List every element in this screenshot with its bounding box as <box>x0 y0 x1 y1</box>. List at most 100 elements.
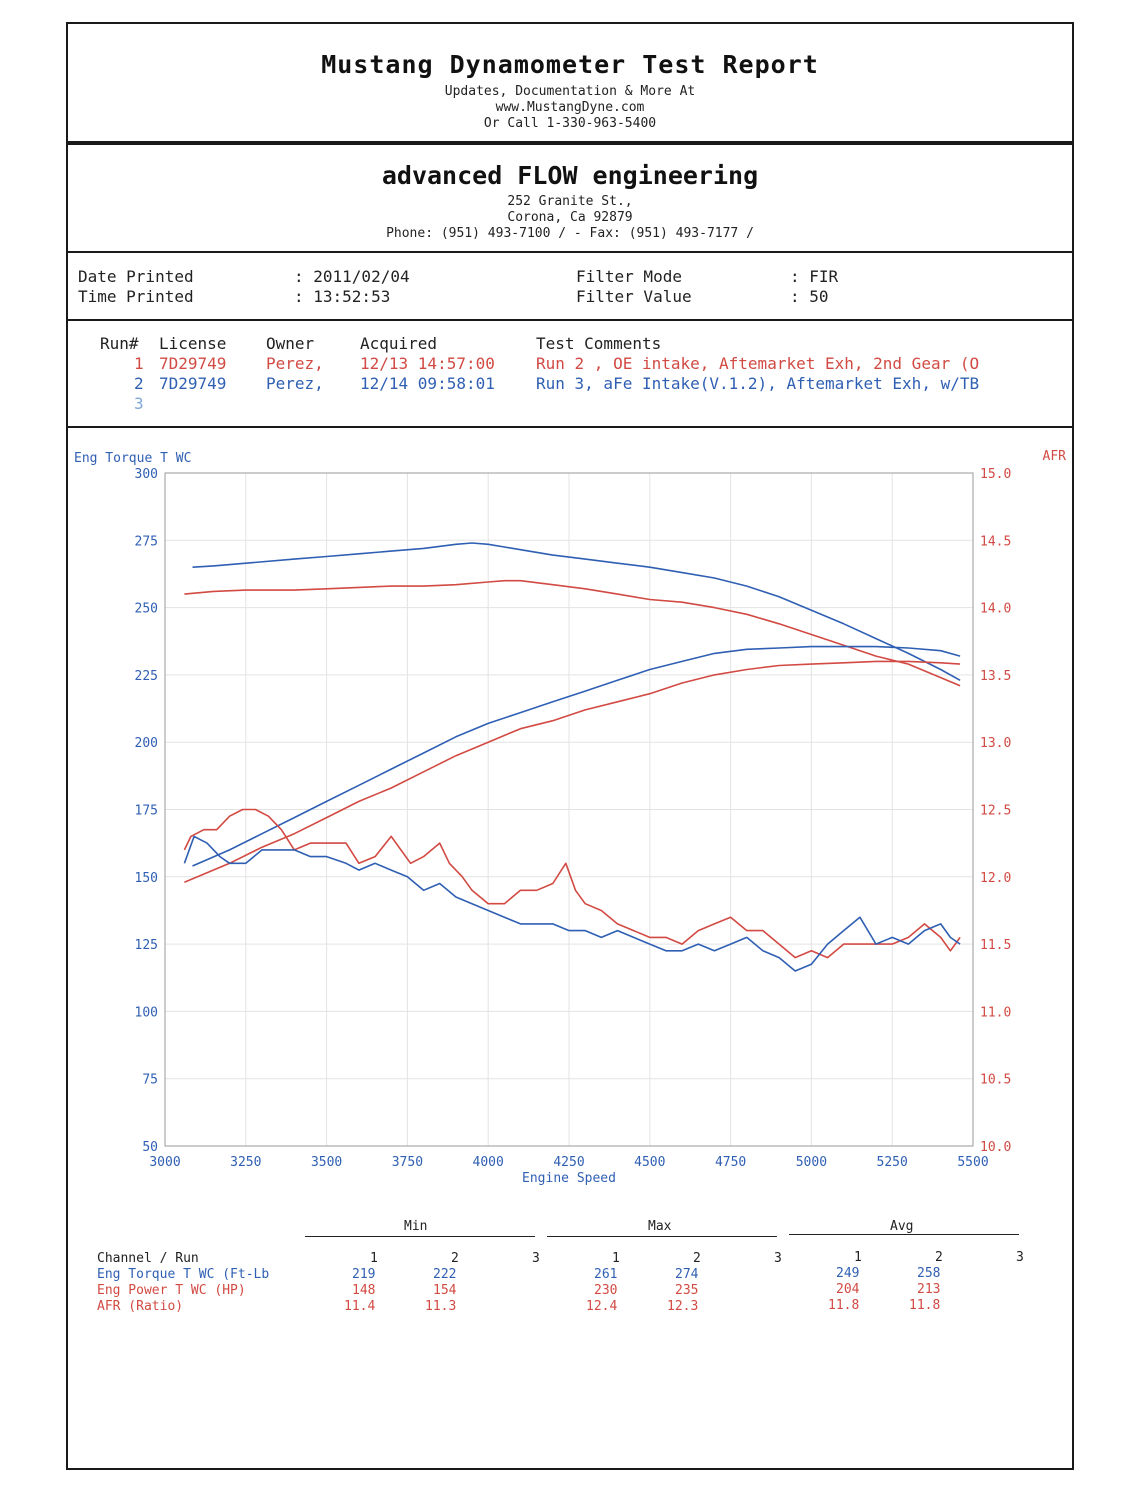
x-tick-label: 4000 <box>473 1155 504 1170</box>
stats-afr-max-2: 12.3 <box>667 1299 699 1314</box>
stats-afr-min-2: 11.3 <box>425 1299 457 1314</box>
x-tick-label: 3500 <box>311 1155 342 1170</box>
filter-mode-value: : FIR <box>790 267 839 286</box>
y-right-tick-label: 13.0 <box>980 736 1011 751</box>
company-phone: Phone: (951) 493-7100 / - Fax: (951) 493… <box>386 226 754 241</box>
y-right-tick-label: 14.0 <box>980 602 1011 617</box>
stats-power-min-2: 154 <box>433 1283 457 1298</box>
time-printed-value: : 13:52:53 <box>294 287 391 306</box>
y-right-tick-label: 11.0 <box>980 1005 1011 1020</box>
series-line-4 <box>192 645 961 867</box>
y-left-axis-label: Eng Torque T WC <box>74 451 191 466</box>
stats-max-run-2: 2 <box>693 1251 701 1266</box>
y-right-tick-label: 10.0 <box>980 1140 1011 1155</box>
y-right-tick-label: 12.5 <box>980 804 1011 819</box>
series-line-5 <box>183 808 961 959</box>
stats-max-rule <box>547 1236 777 1237</box>
x-axis-label: Engine Speed <box>522 1171 616 1186</box>
run-2-owner: Perez, <box>266 374 324 393</box>
y-left-tick-label: 225 <box>135 669 158 684</box>
stats-group-avg: Avg <box>890 1219 914 1234</box>
stats-min-rule <box>305 1236 535 1237</box>
run-2-license: 7D29749 <box>159 374 227 393</box>
time-printed-label: Time Printed <box>78 287 194 306</box>
stats-channel-header: Channel / Run <box>97 1251 199 1266</box>
series-line-6 <box>183 835 961 972</box>
stats-min-run-2: 2 <box>451 1251 459 1266</box>
stats-afr-label: AFR (Ratio) <box>97 1299 184 1314</box>
stats-afr-avg-2: 11.8 <box>909 1298 941 1313</box>
y-left-tick-label: 175 <box>135 804 158 819</box>
stats-avg-run-1: 1 <box>854 1250 862 1265</box>
stats-afr-max-1: 12.4 <box>586 1299 618 1314</box>
stats-min-run-3: 3 <box>532 1251 540 1266</box>
run-2-comment: Run 3, aFe Intake(V.1.2), Aftemarket Exh… <box>536 374 980 393</box>
x-tick-label: 5000 <box>796 1155 827 1170</box>
runs-header-comments: Test Comments <box>536 334 662 353</box>
x-tick-label: 4750 <box>715 1155 746 1170</box>
filter-mode-label: Filter Mode <box>576 267 682 286</box>
dyno-chart: 50 75 100 125 150 175 200 225 250 275 300 10.0 10.5 1… <box>74 449 1066 1186</box>
stats-power-min-1: 148 <box>352 1283 376 1298</box>
y-left-tick-label: 100 <box>135 1005 158 1020</box>
stats-avg-rule <box>789 1234 1019 1235</box>
stats-power-avg-2: 213 <box>917 1282 941 1297</box>
runs-header-license: License <box>159 334 227 353</box>
y-left-tick-label: 200 <box>135 736 158 751</box>
stats-torque-label: Eng Torque T WC (Ft-Lb <box>97 1267 270 1282</box>
stats-torque-avg-1: 249 <box>836 1266 860 1281</box>
x-tick-label: 3750 <box>392 1155 423 1170</box>
y-left-tick-label: 300 <box>135 467 158 482</box>
run-3-number: 3 <box>134 394 144 413</box>
y-left-tick-label: 275 <box>135 534 158 549</box>
stats-torque-min-2: 222 <box>433 1267 457 1282</box>
series-line-2 <box>192 542 961 681</box>
y-left-tick-label: 125 <box>135 938 158 953</box>
y-left-tick-label: 75 <box>142 1073 158 1088</box>
company-section: advanced FLOW engineering 252 Granite St… <box>66 143 1074 253</box>
runs-section: Run# License Owner Acquired Test Comment… <box>66 321 1074 428</box>
y-right-tick-label: 10.5 <box>980 1073 1011 1088</box>
stats-torque-max-2: 274 <box>675 1267 699 1282</box>
x-tick-label: 3000 <box>149 1155 180 1170</box>
x-tick-label: 5500 <box>957 1155 988 1170</box>
report-title: Mustang Dynamometer Test Report <box>321 50 819 79</box>
report-frame <box>66 22 1074 1470</box>
filter-value-value: : 50 <box>790 287 829 306</box>
series-line-1 <box>184 579 961 687</box>
company-name: advanced FLOW engineering <box>381 161 759 190</box>
stats-avg-run-2: 2 <box>935 1250 943 1265</box>
company-street: 252 Granite St., <box>507 194 633 209</box>
stats-torque-max-1: 261 <box>594 1267 618 1282</box>
y-left-tick-label: 50 <box>142 1140 158 1155</box>
y-left-tick-label: 250 <box>135 602 158 617</box>
stats-max-run-3: 3 <box>774 1251 782 1266</box>
report-header: Mustang Dynamometer Test Report Updates,… <box>66 22 1074 143</box>
stats-power-max-1: 230 <box>594 1283 618 1298</box>
header-phone: Or Call 1-330-963-5400 <box>483 116 657 131</box>
y-right-tick-label: 11.5 <box>980 938 1011 953</box>
header-website: www.MustangDyne.com <box>495 100 645 115</box>
y-right-tick-label: 14.5 <box>980 534 1011 549</box>
print-info-section: Date Printed : 2011/02/04 Time Printed :… <box>66 253 1074 321</box>
x-tick-label: 4250 <box>553 1155 584 1170</box>
company-city: Corona, Ca 92879 <box>507 210 633 225</box>
plot-area <box>164 472 974 1147</box>
stats-torque-min-1: 219 <box>352 1267 376 1282</box>
y-right-tick-label: 12.0 <box>980 871 1011 886</box>
stats-group-max: Max <box>648 1219 672 1234</box>
run-1-acquired: 12/13 14:57:00 <box>360 354 495 373</box>
run-2-acquired: 12/14 09:58:01 <box>360 374 495 393</box>
run-1-owner: Perez, <box>266 354 324 373</box>
header-line-1: Updates, Documentation & More At <box>444 84 696 99</box>
stats-power-label: Eng Power T WC (HP) <box>97 1283 246 1298</box>
runs-header-acquired: Acquired <box>360 334 438 353</box>
date-printed-label: Date Printed <box>78 267 194 286</box>
y-left-tick-label: 150 <box>135 871 158 886</box>
stats-avg-run-3: 3 <box>1016 1250 1024 1265</box>
run-1-number: 1 <box>134 354 144 373</box>
x-tick-label: 5250 <box>877 1155 908 1170</box>
x-tick-label: 4500 <box>634 1155 665 1170</box>
stats-group-min: Min <box>404 1219 428 1234</box>
stats-afr-avg-1: 11.8 <box>828 1298 860 1313</box>
